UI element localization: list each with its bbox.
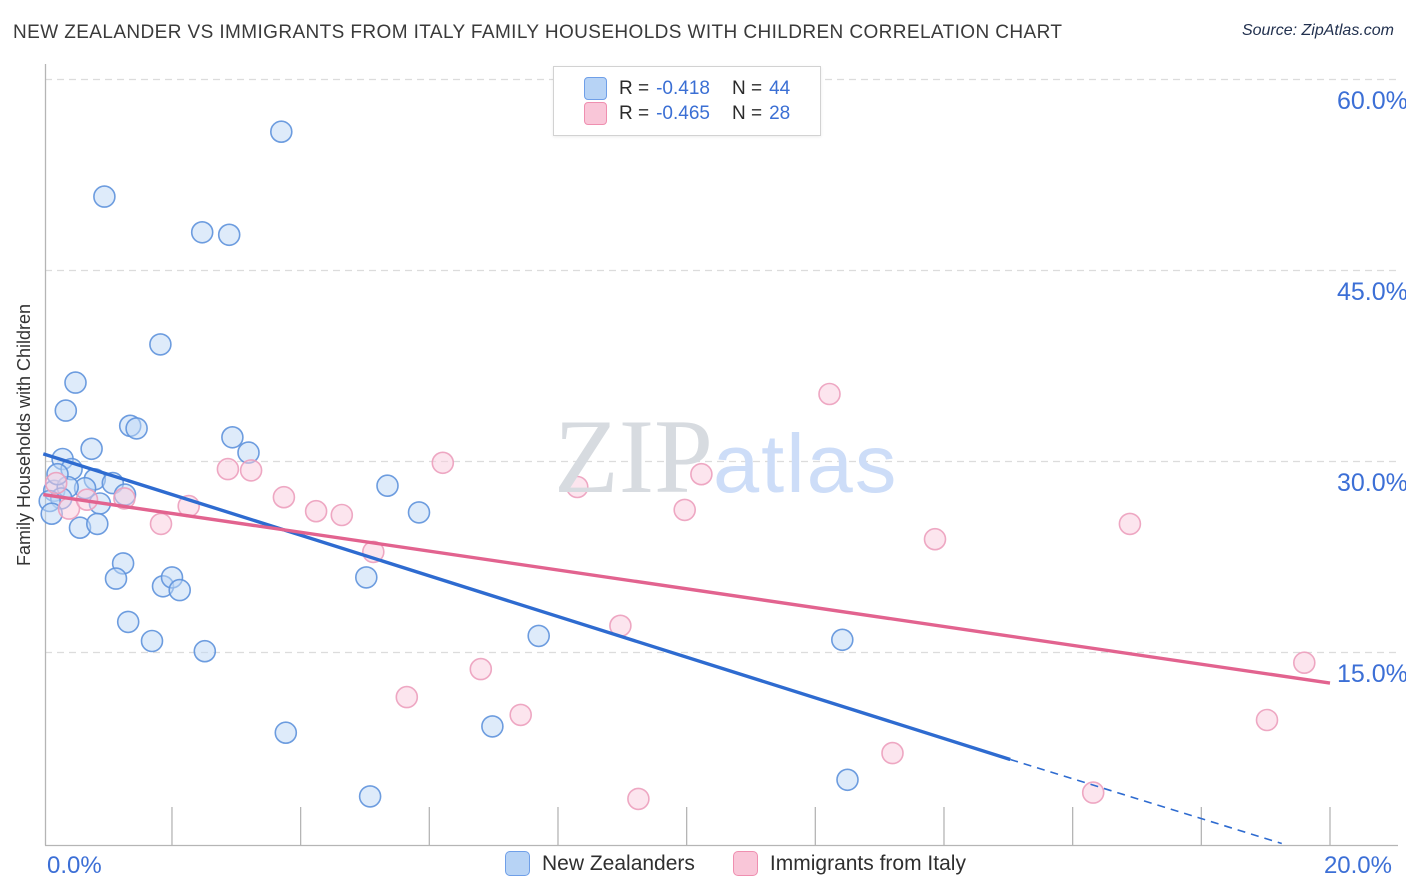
blue-scatter-point: [125, 417, 148, 440]
blue-scatter-point: [830, 628, 854, 652]
blue-scatter-point: [104, 567, 128, 590]
blue-scatter-point: [93, 185, 116, 208]
series-legend: New Zealanders Immigrants from Italy: [505, 851, 966, 876]
blue-scatter-point: [358, 785, 382, 808]
r-label: R =: [619, 77, 650, 99]
blue-scatter-point: [116, 610, 140, 634]
blue-scatter-point: [221, 425, 244, 449]
pink-scatter-point: [673, 498, 697, 522]
pink-scatter-point: [149, 512, 173, 536]
pink-scatter-point: [304, 499, 328, 523]
n-value: 44: [769, 77, 791, 99]
blue-scatter-point: [168, 578, 191, 602]
pink-scatter-point: [627, 787, 650, 811]
blue-scatter-point: [80, 437, 103, 461]
r-value: -0.418: [656, 77, 710, 99]
r-label: R =: [619, 102, 650, 124]
n-label: N =: [731, 102, 763, 124]
pink-scatter-point: [923, 527, 947, 551]
blue-scatter-point: [274, 721, 298, 745]
r-value: -0.465: [656, 102, 710, 124]
blue-scatter-point: [149, 333, 172, 356]
n-value: 28: [769, 102, 791, 124]
pink-scatter-point: [272, 485, 296, 509]
blue-scatter-point: [269, 120, 293, 143]
n-label: N =: [731, 77, 763, 99]
blue-scatter-point: [64, 371, 87, 394]
legend-item-new-zealanders: New Zealanders: [505, 851, 695, 876]
blue-scatter-point: [217, 223, 241, 247]
pink-scatter-point: [395, 685, 419, 709]
pink-scatter-point: [113, 487, 136, 510]
pink-scatter-point: [1293, 651, 1316, 675]
pink-scatter-point: [690, 462, 713, 486]
blue-scatter-point: [86, 512, 109, 536]
pink-scatter-point: [431, 451, 455, 475]
blue-scatter-point: [190, 221, 214, 244]
blue-trend-line: [42, 452, 1011, 762]
y-axis-title: Family Households with Children: [14, 303, 34, 567]
blue-scatter-point: [193, 639, 217, 663]
legend-row-new-zealanders: R = -0.418 N = 44: [584, 76, 808, 101]
blue-scatter-point: [54, 399, 78, 422]
pink-scatter-point: [509, 703, 533, 727]
x-tick-0: 0.0%: [47, 852, 102, 879]
legend-label: New Zealanders: [542, 851, 695, 875]
blue-series-swatch: [505, 851, 530, 876]
y-tick-60: 60.0%: [1337, 87, 1406, 115]
pink-scatter-point: [818, 382, 841, 406]
pink-scatter-point: [565, 475, 589, 499]
blue-scatter-point: [836, 768, 859, 792]
blue-scatter-point: [140, 629, 164, 653]
pink-trend-line: [43, 492, 1331, 685]
pink-scatter-point: [216, 457, 240, 481]
y-tick-45: 45.0%: [1337, 278, 1406, 306]
pink-scatter-point: [239, 459, 263, 482]
pink-series-swatch: [732, 851, 758, 876]
pink-scatter-point: [1081, 781, 1105, 804]
legend-label: Immigrants from Italy: [769, 851, 966, 875]
blue-trend-line-extrapolated: [1010, 758, 1282, 845]
pink-series-swatch: [584, 102, 607, 125]
correlation-legend: R = -0.418 N = 44 R = -0.465 N = 28: [553, 66, 821, 136]
pink-scatter-point: [44, 471, 68, 495]
source-credit: Source: ZipAtlas.com: [1241, 22, 1394, 39]
blue-scatter-point: [407, 501, 431, 524]
pink-scatter-point: [1255, 708, 1279, 732]
blue-scatter-point: [354, 566, 378, 589]
legend-item-immigrants-italy: Immigrants from Italy: [732, 851, 966, 876]
pink-scatter-point: [881, 741, 904, 765]
y-tick-30: 30.0%: [1337, 469, 1406, 497]
legend-row-immigrants-italy: R = -0.465 N = 28: [584, 101, 808, 126]
blue-series-swatch: [584, 77, 607, 100]
page-title: NEW ZEALANDER VS IMMIGRANTS FROM ITALY F…: [13, 22, 1063, 43]
y-tick-15: 15.0%: [1337, 660, 1406, 688]
blue-scatter-point: [527, 624, 551, 648]
blue-scatter-point: [376, 474, 399, 498]
pink-scatter-point: [330, 503, 354, 527]
blue-scatter-point: [481, 715, 504, 738]
pink-scatter-point: [469, 657, 493, 681]
x-tick-20: 20.0%: [1323, 852, 1392, 879]
pink-scatter-point: [1118, 512, 1142, 536]
